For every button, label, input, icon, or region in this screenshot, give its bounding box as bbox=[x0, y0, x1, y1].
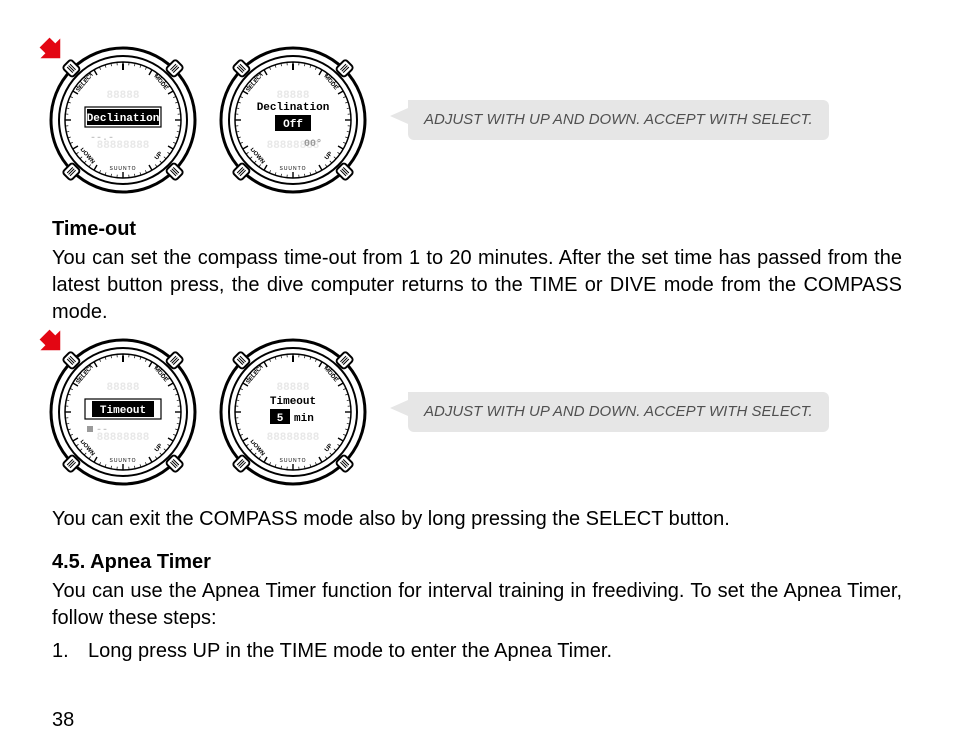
heading-timeout: Time-out bbox=[52, 218, 902, 241]
svg-text:Timeout: Timeout bbox=[100, 405, 146, 417]
svg-text:Declination: Declination bbox=[257, 102, 330, 114]
svg-text:min: min bbox=[294, 413, 314, 425]
svg-text:88888: 88888 bbox=[106, 90, 139, 102]
paragraph-exit: You can exit the COMPASS mode also by lo… bbox=[52, 506, 902, 533]
svg-text:SUUNTO: SUUNTO bbox=[109, 458, 136, 464]
arrow-icon bbox=[38, 36, 66, 64]
diagram-timeout: SELECT MODE DOWN UPSUUNTO8888888888888Ti… bbox=[40, 332, 902, 492]
step-1: 1. Long press UP in the TIME mode to ent… bbox=[52, 638, 902, 665]
callout: ADJUST WITH UP AND DOWN. ACCEPT WITH SEL… bbox=[408, 392, 829, 432]
page: SELECT MODE DOWN UPSUUNTO8888888888888De… bbox=[0, 0, 954, 756]
diagram-declination: SELECT MODE DOWN UPSUUNTO8888888888888De… bbox=[40, 40, 902, 200]
watch-left: SELECT MODE DOWN UPSUUNTO8888888888888De… bbox=[40, 40, 206, 200]
step-text: Long press UP in the TIME mode to enter … bbox=[88, 638, 612, 665]
paragraph-apnea: You can use the Apnea Timer function for… bbox=[52, 578, 902, 632]
page-number: 38 bbox=[52, 709, 74, 732]
svg-text:88888: 88888 bbox=[276, 382, 309, 394]
svg-text:Timeout: Timeout bbox=[270, 396, 316, 408]
svg-text:88888: 88888 bbox=[106, 382, 139, 394]
svg-text:SUUNTO: SUUNTO bbox=[109, 166, 136, 172]
svg-text:SUUNTO: SUUNTO bbox=[279, 458, 306, 464]
arrow-icon bbox=[38, 328, 66, 356]
watch-left: SELECT MODE DOWN UPSUUNTO8888888888888Ti… bbox=[40, 332, 206, 492]
watch-right: SELECT MODE DOWN UPSUUNTO8888888888888De… bbox=[210, 40, 376, 200]
svg-text:--: -- bbox=[96, 425, 108, 436]
svg-text:88888: 88888 bbox=[276, 90, 309, 102]
svg-text:Off: Off bbox=[283, 119, 303, 131]
step-number: 1. bbox=[52, 638, 88, 665]
svg-text:SUUNTO: SUUNTO bbox=[279, 166, 306, 172]
svg-text:00°: 00° bbox=[304, 138, 322, 150]
svg-text:Declination: Declination bbox=[87, 113, 160, 125]
paragraph-timeout: You can set the compass time-out from 1 … bbox=[52, 245, 902, 326]
svg-text:--.-: --.- bbox=[90, 133, 114, 144]
heading-apnea: 4.5. Apnea Timer bbox=[52, 551, 902, 574]
callout: ADJUST WITH UP AND DOWN. ACCEPT WITH SEL… bbox=[408, 100, 829, 140]
watch-right: SELECT MODE DOWN UPSUUNTO8888888888888Ti… bbox=[210, 332, 376, 492]
svg-text:88888888: 88888888 bbox=[267, 432, 320, 444]
svg-text:5: 5 bbox=[277, 413, 284, 425]
